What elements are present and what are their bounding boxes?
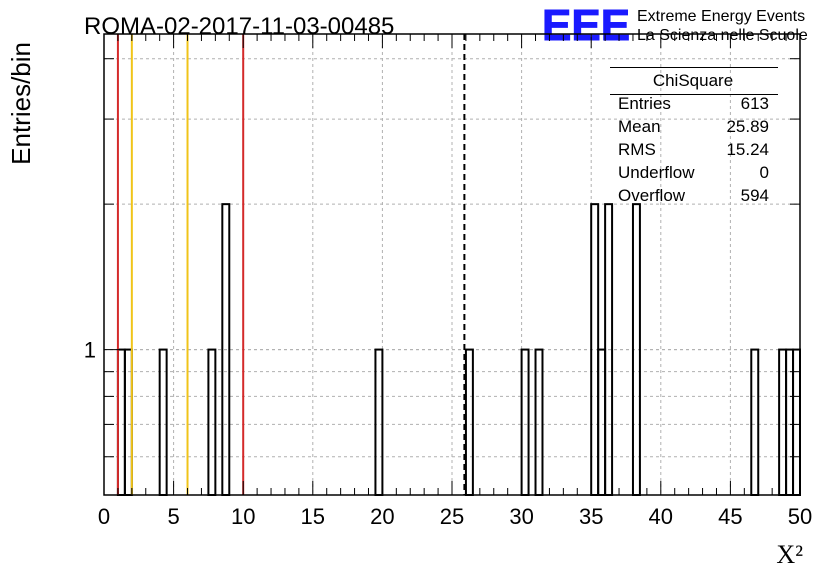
stats-box: ChiSquare Entries 613 Mean 25.89 RMS 15.24 Und… xyxy=(610,67,778,205)
stats-row-value: 613 xyxy=(741,94,769,113)
stats-row-value: 15.24 xyxy=(726,140,769,159)
stats-box-title: ChiSquare xyxy=(653,71,733,90)
chart-title: ROMA-02-2017-11-03-00485 xyxy=(84,13,394,40)
stats-box-title-line xyxy=(610,94,778,95)
x-tick-label: 15 xyxy=(301,504,325,529)
stats-row-label: Entries xyxy=(618,94,671,113)
x-tick-label: 5 xyxy=(167,504,179,529)
x-tick-label: 40 xyxy=(649,504,673,529)
x-tick-label: 45 xyxy=(718,504,742,529)
stats-row-label: Mean xyxy=(618,117,661,136)
logo-line-1: Extreme Energy Events xyxy=(637,8,805,25)
stats-row-value: 594 xyxy=(741,186,769,205)
x-tick-labels: 0 5 10 15 20 25 30 35 40 45 50 xyxy=(98,504,812,529)
eee-logo: EEE Extreme Energy Events La Scienza nel… xyxy=(542,1,808,51)
stats-box-top-line xyxy=(610,67,778,68)
stats-row-label: RMS xyxy=(618,140,656,159)
y-tick-labels: 1 xyxy=(84,338,96,363)
x-tick-label: 0 xyxy=(98,504,110,529)
y-axis-label: Entries/bin xyxy=(6,42,36,165)
stats-rows: Entries 613 Mean 25.89 RMS 15.24 Underflow 0 Ove… xyxy=(618,94,769,205)
stats-row-label: Overflow xyxy=(618,186,686,205)
x-tick-label: 35 xyxy=(579,504,603,529)
x-tick-label: 25 xyxy=(440,504,464,529)
x-tick-label: 10 xyxy=(231,504,255,529)
stats-row-value: 25.89 xyxy=(726,117,769,136)
x-axis-label: X² xyxy=(776,540,803,569)
x-tick-label: 30 xyxy=(509,504,533,529)
y-tick-label: 1 xyxy=(84,338,96,363)
x-tick-label: 50 xyxy=(788,504,812,529)
stats-row-value: 0 xyxy=(760,163,769,182)
logo-line-2: La Scienza nelle Scuole xyxy=(637,27,808,44)
axes xyxy=(103,33,801,496)
stats-row-label: Underflow xyxy=(618,163,695,182)
x-tick-label: 20 xyxy=(370,504,394,529)
logo-mark: EEE xyxy=(542,1,630,50)
reference-lines xyxy=(116,34,466,495)
